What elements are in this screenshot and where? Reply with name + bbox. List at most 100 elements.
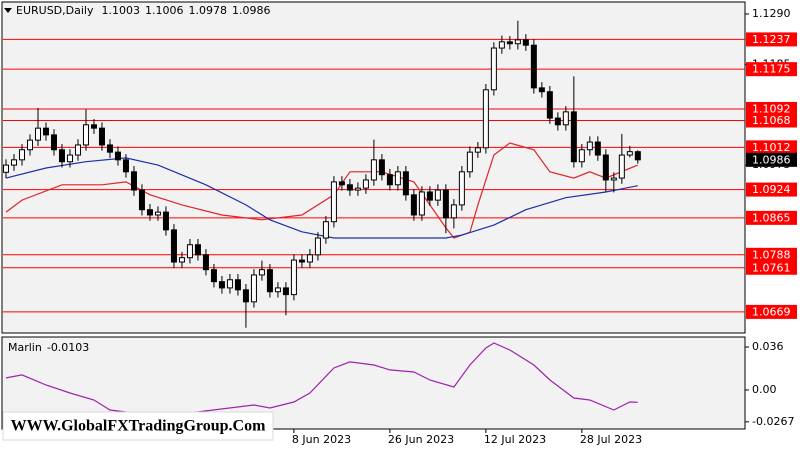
candle-body <box>178 257 185 263</box>
chart-header: EURUSD,Daily 1.1003 1.1006 1.0978 1.0986 <box>16 4 270 17</box>
level-label-box <box>746 260 797 275</box>
candle-body <box>194 244 201 256</box>
candle-body <box>90 124 97 129</box>
x-tick-label: 8 Jun 2023 <box>292 433 351 446</box>
candle-body <box>18 149 25 161</box>
indicator-name: Marlin <box>8 341 42 354</box>
candle-body <box>554 117 561 126</box>
y-tick-label: 1.1290 <box>752 7 791 20</box>
candle-body <box>602 154 609 181</box>
level-label: 1.0924 <box>752 183 791 196</box>
level-label-box <box>746 140 797 155</box>
candle-body <box>482 89 489 149</box>
header-value: 1.1006 <box>145 4 184 17</box>
candle-body <box>394 171 401 186</box>
candle-body <box>50 134 57 151</box>
candle-body <box>162 211 169 231</box>
candle-body <box>82 124 89 146</box>
candle-body <box>346 184 353 191</box>
level-label: 1.1237 <box>752 33 791 46</box>
candle-body <box>130 171 137 191</box>
candle-body <box>242 289 249 303</box>
candle-body <box>634 151 641 161</box>
header-value: 1.0978 <box>188 4 227 17</box>
candle-body <box>466 151 473 173</box>
candle-body <box>426 191 433 201</box>
current-price-label: 1.0986 <box>752 153 791 166</box>
candle-body <box>66 154 73 163</box>
level-label: 1.0865 <box>752 211 791 224</box>
x-tick-label: 28 Jul 2023 <box>580 433 642 446</box>
candle-body <box>474 147 481 153</box>
candle-body <box>386 174 393 186</box>
candle-body <box>74 144 81 156</box>
candle-body <box>122 159 129 173</box>
candle-body <box>378 159 385 176</box>
candle-body <box>98 127 105 146</box>
candle-body <box>410 194 417 216</box>
watermark-box <box>2 411 274 441</box>
candle-body <box>2 164 9 173</box>
level-label-box <box>746 62 797 77</box>
candle-body <box>282 287 289 296</box>
level-label: 1.1012 <box>752 141 791 154</box>
level-label-box <box>746 113 797 128</box>
candle-body <box>514 39 521 45</box>
candle-body <box>114 151 121 161</box>
candle-body <box>42 127 49 136</box>
level-label: 1.1068 <box>752 114 791 127</box>
candle-body <box>186 244 193 259</box>
x-tick-label: 12 Jul 2023 <box>484 433 546 446</box>
y-tick-label: 0.036 <box>752 340 784 353</box>
candle-body <box>234 279 241 291</box>
candle-body <box>586 141 593 151</box>
y-tick-label: 0.00 <box>752 383 777 396</box>
candle-body <box>610 177 617 181</box>
level-label: 1.0788 <box>752 248 791 261</box>
candle-body <box>106 144 113 153</box>
candle-body <box>626 151 633 156</box>
candle-body <box>146 209 153 216</box>
level-label-box <box>746 32 797 47</box>
candle-body <box>58 149 65 163</box>
candle-body <box>370 159 377 181</box>
candle-body <box>490 47 497 91</box>
candle-body <box>266 269 273 293</box>
candle-body <box>226 279 233 289</box>
candle-body <box>434 189 441 201</box>
candle-body <box>298 259 305 263</box>
candle-body <box>250 274 257 303</box>
candle-body <box>498 41 505 49</box>
level-label: 1.1092 <box>752 102 791 115</box>
level-label-box <box>746 304 797 319</box>
candle-body <box>290 259 297 296</box>
watermark: WWW.GlobalFXTradingGroup.Com <box>11 418 267 435</box>
level-label: 1.1175 <box>752 63 791 76</box>
candle-body <box>354 187 361 191</box>
x-tick-label: 26 Jun 2023 <box>388 433 454 446</box>
y-tick-label: -0.0267 <box>752 415 794 428</box>
candle-body <box>202 254 209 271</box>
level-label-box <box>746 101 797 116</box>
candle-body <box>538 87 545 93</box>
candle-body <box>450 204 457 219</box>
candle-body <box>34 127 41 141</box>
header-value: EURUSD,Daily <box>16 4 94 17</box>
level-label: 1.0669 <box>752 305 791 318</box>
level-label-box <box>746 210 797 225</box>
candle-body <box>274 287 281 293</box>
candle-body <box>570 111 577 163</box>
candle-body <box>170 229 177 263</box>
candle-body <box>306 254 313 263</box>
indicator-line <box>5 342 638 416</box>
candle-body <box>418 191 425 216</box>
candle-body <box>218 281 225 289</box>
candle-body <box>258 269 265 276</box>
candle-body <box>322 221 329 239</box>
candle-body <box>546 91 553 119</box>
candle-body <box>522 39 529 46</box>
current-price-box <box>746 152 797 167</box>
candle-body <box>362 179 369 189</box>
header-value: 1.1003 <box>101 4 140 17</box>
